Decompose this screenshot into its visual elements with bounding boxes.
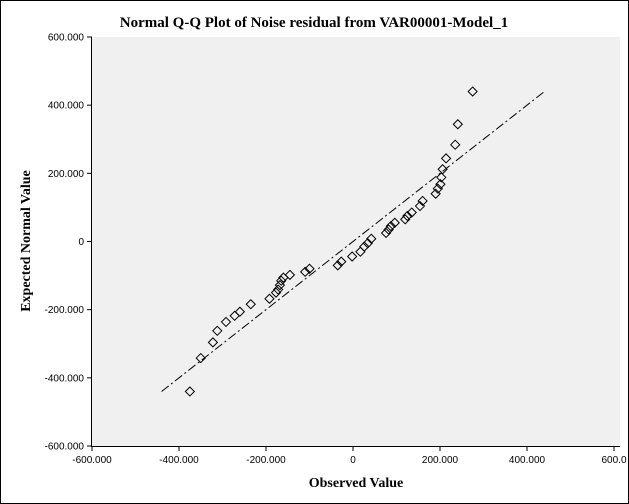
reference-line xyxy=(161,91,545,392)
data-point-marker xyxy=(450,139,461,150)
y-axis-ticks: -600.000 -400.000 -200.000 0 200.000 400.000 6… xyxy=(45,33,92,453)
data-point-marker xyxy=(440,153,452,164)
data-point-marker xyxy=(362,237,373,249)
data-point-marker xyxy=(264,293,275,304)
data-point-marker xyxy=(432,183,444,194)
data-point-marker xyxy=(436,172,447,183)
data-point-marker xyxy=(383,224,394,235)
data-points xyxy=(184,86,478,397)
x-tick-label: -200.000 xyxy=(246,455,286,466)
x-tick-label: 400.000 xyxy=(509,455,546,466)
y-tick-label: 400.000 xyxy=(48,101,85,112)
data-point-marker xyxy=(435,179,446,190)
x-tick-label: 0 xyxy=(350,455,356,466)
y-axis-title: Expected Normal Value xyxy=(19,170,34,312)
data-point-marker xyxy=(346,251,358,262)
data-point-marker xyxy=(389,217,400,228)
data-point-marker xyxy=(380,227,392,239)
data-point-marker xyxy=(276,275,287,286)
data-point-marker xyxy=(385,220,397,232)
x-axis-ticks: -600.000 -400.000 -200.000 0 200.000 400.000 6… xyxy=(72,446,627,466)
x-tick-label: 200.000 xyxy=(422,455,459,466)
data-point-marker xyxy=(212,325,223,337)
data-point-marker xyxy=(406,207,417,218)
y-tick-label: 200.000 xyxy=(48,169,85,180)
data-point-marker xyxy=(402,210,413,222)
y-tick-label: -400.000 xyxy=(45,373,85,384)
y-tick-label: -600.000 xyxy=(45,442,85,453)
data-point-marker xyxy=(437,164,448,175)
data-point-marker xyxy=(195,352,206,364)
data-point-marker xyxy=(245,299,256,310)
y-tick-label: 0 xyxy=(78,237,84,248)
x-tick-label: -600.000 xyxy=(72,455,112,466)
data-point-marker xyxy=(284,269,296,281)
y-tick-label: -200.000 xyxy=(45,305,85,316)
data-point-marker xyxy=(220,316,232,328)
y-tick-label: 600.000 xyxy=(48,33,85,44)
chart-title: Normal Q-Q Plot of Noise residual from V… xyxy=(120,15,508,31)
data-point-marker xyxy=(184,386,196,397)
data-point-marker xyxy=(467,86,478,97)
data-point-marker xyxy=(234,306,246,317)
data-point-marker xyxy=(299,266,311,278)
data-point-marker xyxy=(332,260,343,271)
data-point-marker xyxy=(399,214,411,225)
data-point-marker xyxy=(207,337,219,348)
x-tick-label: -400.000 xyxy=(159,455,199,466)
data-point-marker xyxy=(452,119,464,130)
data-point-marker xyxy=(366,233,377,244)
data-point-marker xyxy=(336,256,347,267)
plot-area xyxy=(92,37,620,446)
data-point-marker xyxy=(270,287,282,298)
data-point-marker xyxy=(359,241,370,252)
x-axis-title: Observed Value xyxy=(309,476,404,491)
x-tick-label: 600.0 xyxy=(601,455,626,466)
data-point-marker xyxy=(417,195,428,207)
data-point-marker xyxy=(304,263,315,274)
